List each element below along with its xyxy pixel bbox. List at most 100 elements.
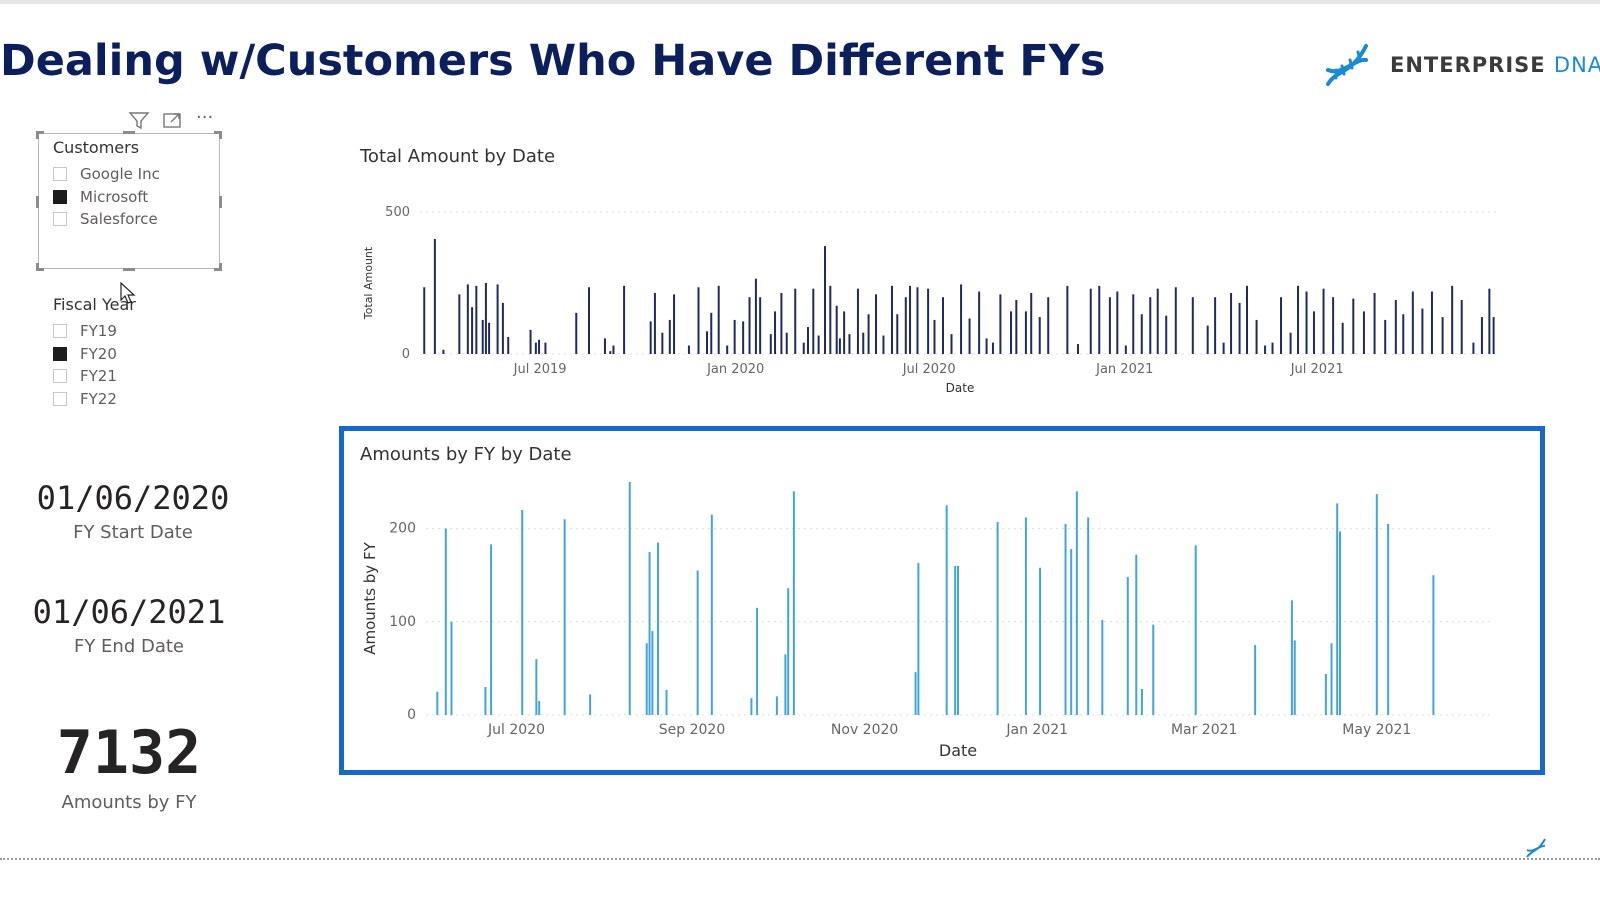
bar[interactable]: [471, 307, 474, 354]
bar[interactable]: [1024, 311, 1027, 354]
bar[interactable]: [733, 319, 736, 354]
bar[interactable]: [1341, 322, 1344, 354]
bar[interactable]: [623, 285, 626, 354]
bar[interactable]: [697, 287, 700, 354]
bar[interactable]: [996, 522, 999, 715]
bar[interactable]: [1421, 308, 1424, 354]
bar[interactable]: [954, 565, 957, 715]
checkbox-checked[interactable]: [53, 346, 67, 361]
bar[interactable]: [1039, 567, 1042, 715]
bar[interactable]: [1492, 317, 1495, 354]
bar[interactable]: [423, 287, 426, 354]
checkbox[interactable]: [53, 324, 67, 339]
slicer-item-google-inc[interactable]: Google Inc: [53, 163, 233, 186]
bar[interactable]: [710, 514, 713, 715]
bar[interactable]: [668, 319, 671, 354]
slicer-item-fy20[interactable]: FY20: [53, 343, 233, 366]
bar[interactable]: [933, 319, 936, 354]
bar[interactable]: [1411, 291, 1414, 354]
bar[interactable]: [1230, 292, 1233, 354]
bar[interactable]: [1089, 288, 1092, 354]
bar[interactable]: [609, 351, 612, 354]
bar[interactable]: [1015, 300, 1018, 354]
bar[interactable]: [1384, 319, 1387, 354]
bar[interactable]: [784, 654, 787, 715]
bar[interactable]: [750, 698, 753, 715]
bar[interactable]: [450, 621, 453, 715]
bar[interactable]: [1064, 523, 1067, 715]
bar[interactable]: [1375, 494, 1378, 715]
bar[interactable]: [848, 334, 851, 354]
bar[interactable]: [1047, 297, 1050, 354]
bar[interactable]: [706, 331, 709, 354]
checkbox[interactable]: [53, 167, 67, 182]
slicer-item-fy22[interactable]: FY22: [53, 388, 233, 411]
bar[interactable]: [1076, 344, 1079, 354]
bar[interactable]: [1135, 554, 1138, 715]
bar[interactable]: [999, 294, 1002, 354]
bar[interactable]: [1132, 294, 1135, 354]
bar[interactable]: [1101, 619, 1104, 715]
bar[interactable]: [1264, 345, 1267, 354]
bar[interactable]: [774, 311, 777, 354]
bar[interactable]: [968, 318, 971, 355]
bar[interactable]: [1206, 325, 1209, 354]
bar[interactable]: [914, 672, 917, 715]
bar[interactable]: [1402, 314, 1405, 354]
bar[interactable]: [501, 302, 504, 354]
bar[interactable]: [1030, 292, 1033, 354]
bar[interactable]: [991, 342, 994, 354]
bar[interactable]: [696, 570, 699, 715]
bar[interactable]: [960, 284, 963, 354]
bar[interactable]: [1297, 285, 1300, 354]
bar[interactable]: [1140, 688, 1143, 715]
more-options-icon[interactable]: ···: [196, 107, 214, 128]
bar[interactable]: [1394, 300, 1397, 354]
bar[interactable]: [856, 288, 859, 354]
bar[interactable]: [1038, 317, 1041, 354]
bar[interactable]: [726, 345, 729, 354]
bar[interactable]: [1339, 531, 1342, 715]
bar[interactable]: [535, 659, 538, 715]
bar[interactable]: [661, 332, 664, 354]
slicer-item-fy19[interactable]: FY19: [53, 320, 233, 343]
bar[interactable]: [806, 327, 809, 354]
bar[interactable]: [945, 505, 948, 715]
focus-mode-icon[interactable]: [162, 110, 184, 130]
bar[interactable]: [544, 342, 547, 354]
bar[interactable]: [484, 687, 487, 715]
bar[interactable]: [759, 297, 762, 354]
bar[interactable]: [1480, 317, 1483, 354]
bar[interactable]: [645, 643, 648, 715]
bar[interactable]: [538, 701, 541, 715]
bar[interactable]: [1191, 297, 1194, 354]
bar[interactable]: [436, 691, 439, 715]
bar[interactable]: [710, 312, 713, 354]
bar[interactable]: [1472, 342, 1475, 354]
bar[interactable]: [1430, 291, 1433, 354]
bar[interactable]: [458, 294, 461, 354]
bar[interactable]: [1165, 315, 1168, 354]
bar[interactable]: [648, 551, 651, 715]
bar[interactable]: [909, 285, 912, 354]
filter-icon[interactable]: [128, 110, 150, 130]
bar[interactable]: [1432, 575, 1435, 715]
checkbox[interactable]: [53, 391, 67, 406]
bar[interactable]: [896, 314, 899, 354]
bar[interactable]: [612, 345, 615, 354]
bar[interactable]: [628, 482, 631, 715]
bar[interactable]: [1280, 297, 1283, 354]
bar[interactable]: [1322, 288, 1325, 354]
bar[interactable]: [484, 283, 487, 354]
bar[interactable]: [496, 284, 499, 354]
bar[interactable]: [1194, 545, 1197, 715]
bar[interactable]: [1289, 332, 1292, 354]
bar[interactable]: [665, 689, 668, 715]
bar[interactable]: [835, 305, 838, 354]
bar[interactable]: [1336, 503, 1339, 715]
bar[interactable]: [538, 339, 541, 354]
bar[interactable]: [1214, 297, 1217, 354]
bar[interactable]: [1332, 297, 1335, 354]
bar[interactable]: [950, 334, 953, 354]
bar[interactable]: [1116, 291, 1119, 354]
